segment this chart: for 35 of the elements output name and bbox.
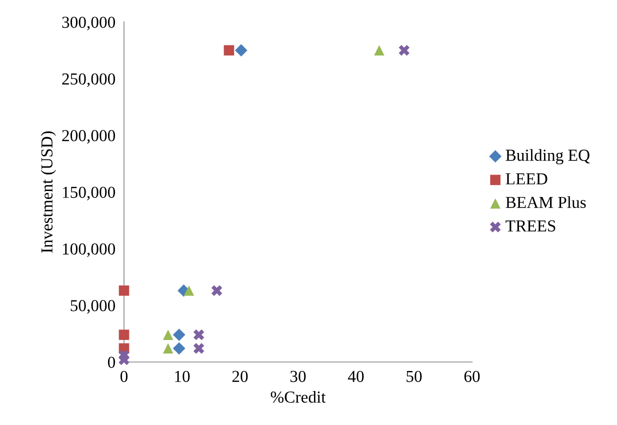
x-tick-label: 20 xyxy=(232,370,248,382)
point xyxy=(398,44,410,56)
point xyxy=(211,285,222,296)
point xyxy=(224,45,234,56)
y-tick-label: 150,000 xyxy=(62,186,116,200)
point xyxy=(118,285,130,296)
point xyxy=(118,354,130,366)
legend-label: TREES xyxy=(506,220,556,232)
point xyxy=(374,45,384,56)
point xyxy=(118,330,130,340)
y-tick-label: 200,000 xyxy=(62,130,116,144)
point xyxy=(193,343,204,354)
x-tick-label: 40 xyxy=(348,370,364,382)
point xyxy=(234,44,248,57)
point xyxy=(162,343,174,354)
x-tick-label: 60 xyxy=(464,370,480,382)
x-tick-label: 10 xyxy=(175,370,190,382)
y-tick-label: 100,000 xyxy=(62,243,116,258)
point xyxy=(162,330,174,340)
point xyxy=(193,329,204,340)
point xyxy=(172,342,186,355)
y-tick-label: 50,000 xyxy=(70,300,116,314)
x-tick-label: 50 xyxy=(406,370,422,382)
y-axis-title: Investment (USD) xyxy=(40,131,56,253)
x-axis-title: %Credit xyxy=(270,391,326,403)
y-tick-label: 0 xyxy=(108,356,116,368)
y-tick-label: 250,000 xyxy=(62,73,116,88)
legend-label: Building EQ xyxy=(506,149,590,164)
point xyxy=(184,285,194,296)
y-tick-label: 300,000 xyxy=(62,16,116,30)
x-tick-label: 30 xyxy=(290,370,306,382)
legend-label: LEED xyxy=(506,173,548,184)
point xyxy=(172,328,186,342)
x-tick-label: 0 xyxy=(120,370,128,382)
legend-label: BEAM Plus xyxy=(506,196,586,208)
